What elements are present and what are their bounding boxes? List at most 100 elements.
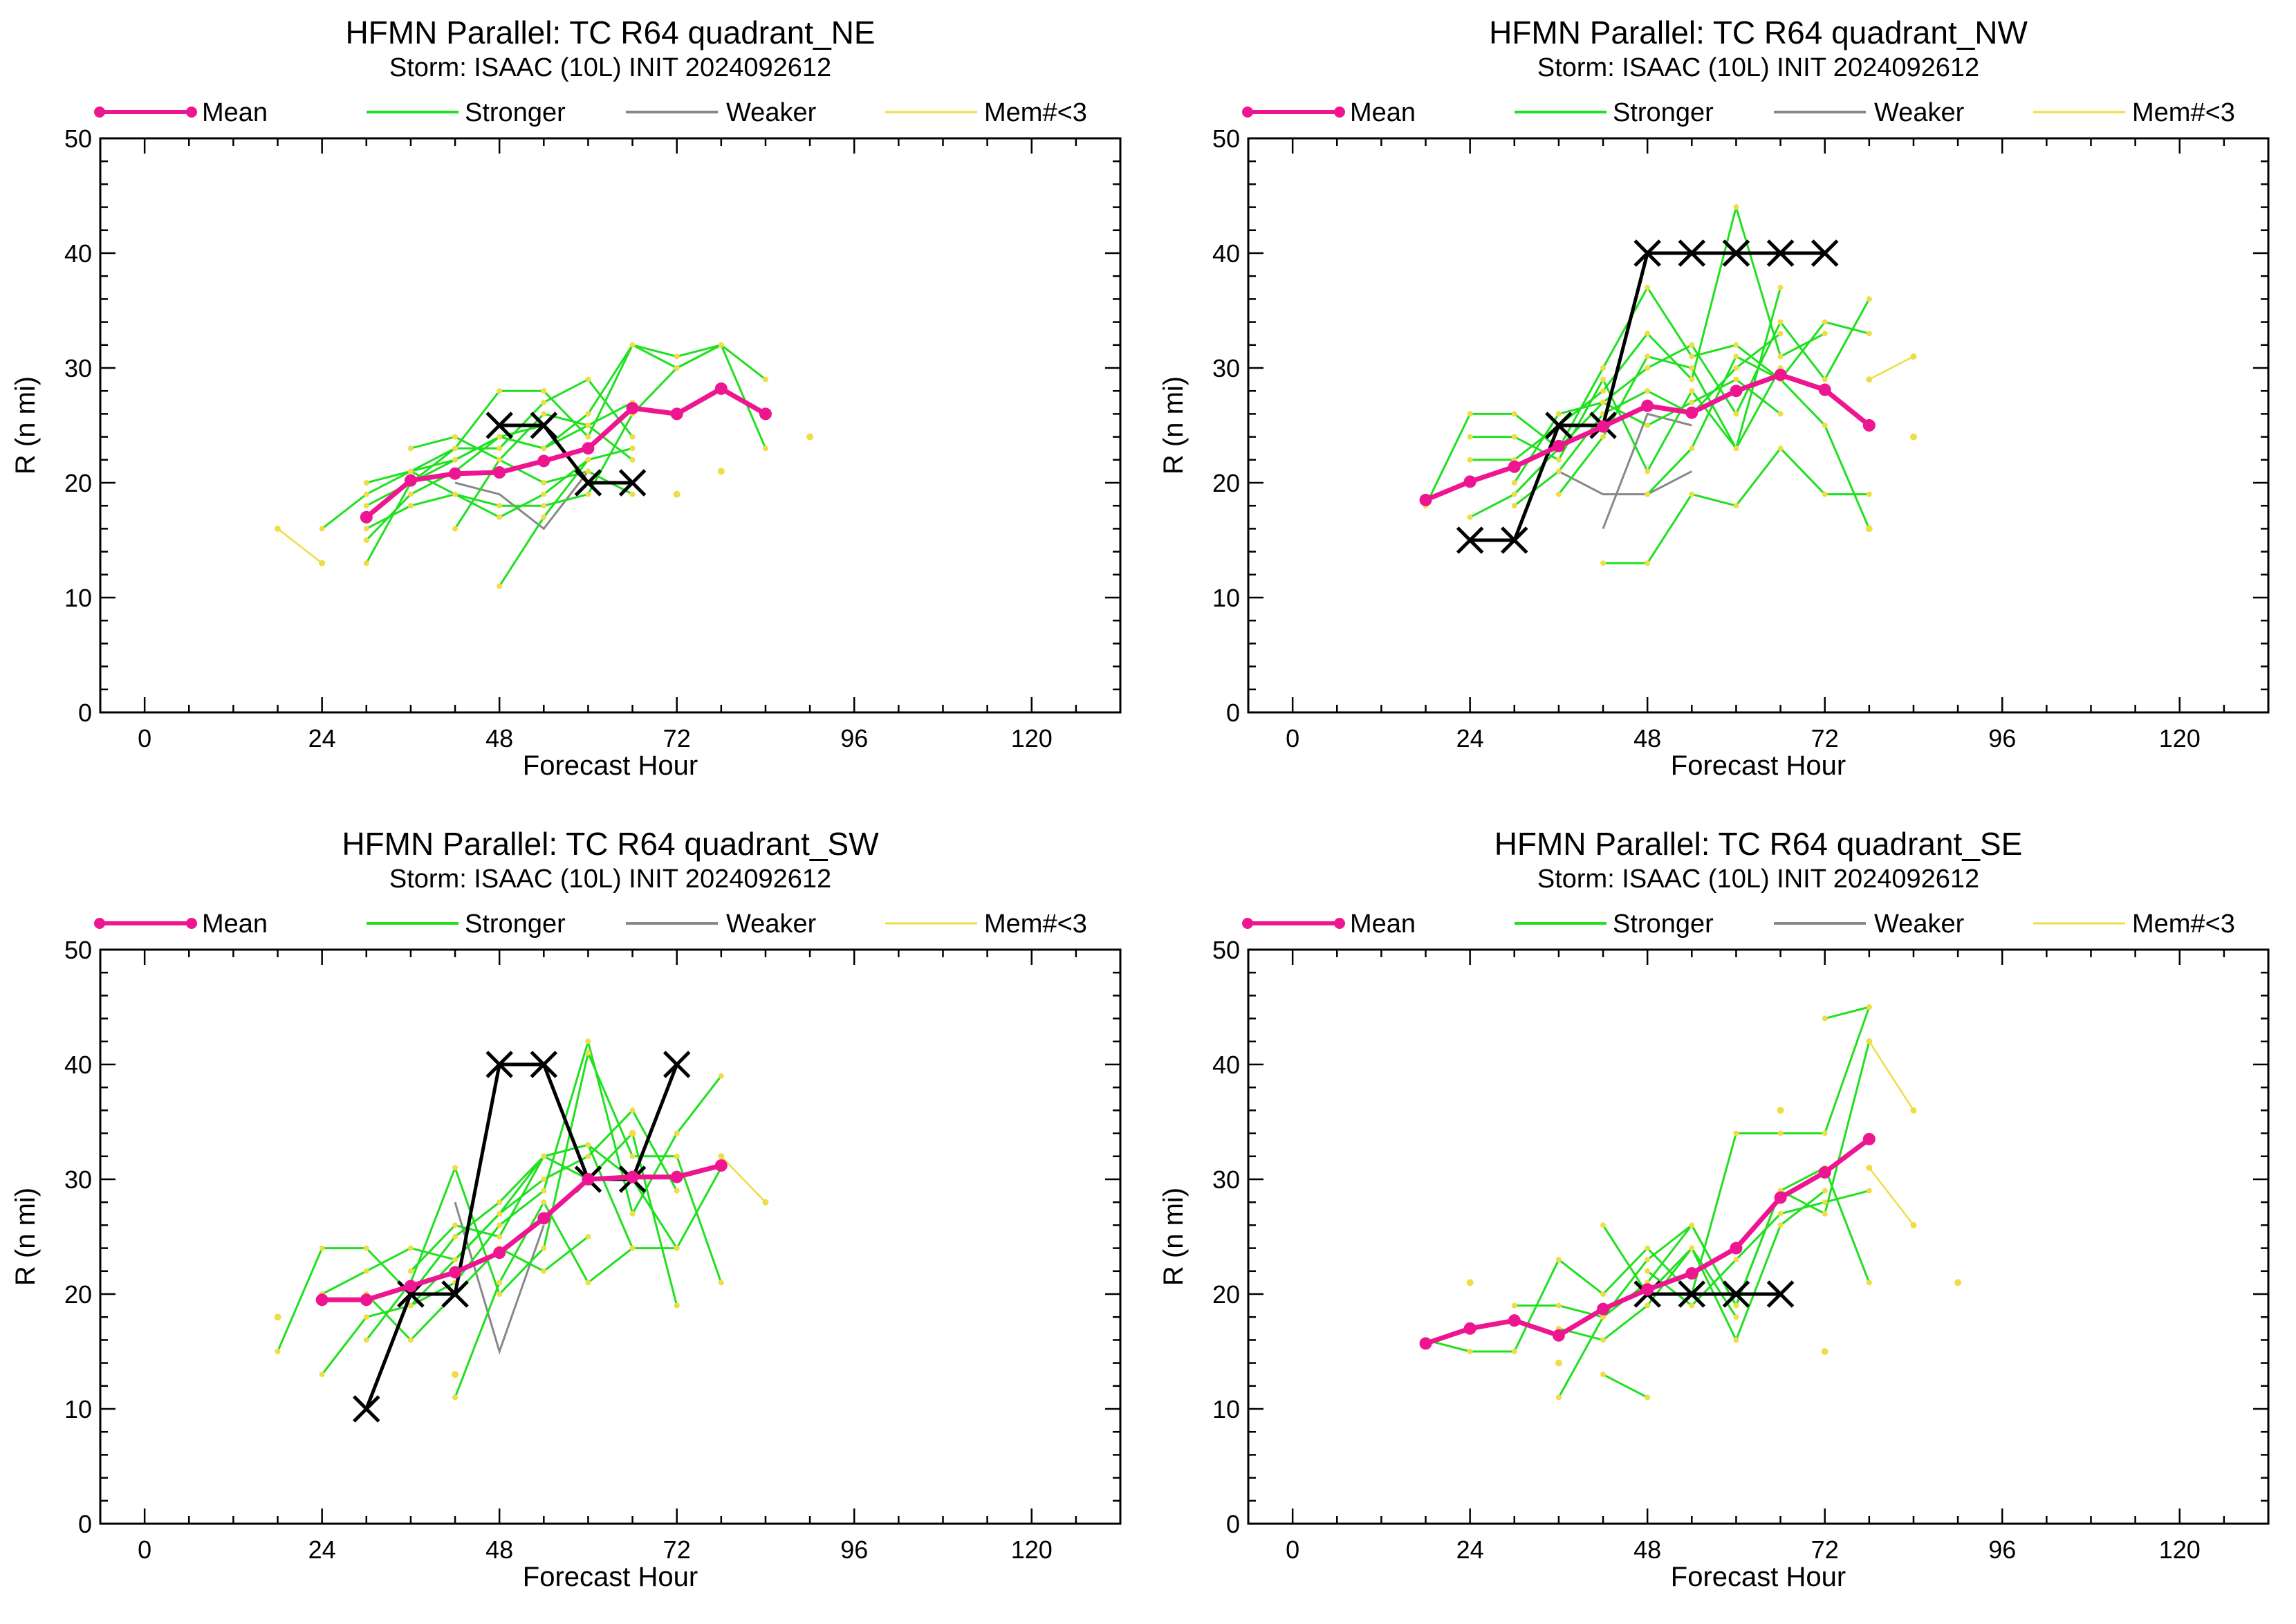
member-point: [363, 480, 369, 486]
member-point: [629, 434, 636, 440]
member-point: [497, 1280, 503, 1286]
series-mean: [364, 385, 767, 519]
member-point: [1733, 204, 1739, 210]
member-point: [585, 456, 591, 463]
member-point: [1645, 365, 1651, 371]
y-tick-label: 20: [1212, 469, 1240, 497]
y-axis-label: R (n mi): [1158, 376, 1189, 474]
series-members-lt3: [277, 528, 323, 564]
member-point: [1600, 1222, 1607, 1228]
member-point: [319, 1372, 325, 1378]
member-point: [1689, 353, 1695, 360]
member-point: [541, 1177, 547, 1182]
x-tick-label: 0: [1286, 1535, 1299, 1564]
member-point: [1689, 1302, 1695, 1309]
series-mean: [322, 1163, 722, 1302]
member-point: [1600, 365, 1607, 371]
member-point: [1555, 491, 1562, 497]
member-point: [541, 1188, 547, 1194]
member-point: [1822, 376, 1828, 382]
member-point: [541, 503, 547, 509]
mean-point: [582, 1173, 595, 1185]
member-point: [1822, 423, 1828, 428]
legend-label-members: Mem#<3: [984, 910, 1087, 939]
mean-point: [1463, 475, 1476, 488]
x-tick-label: 0: [138, 1535, 151, 1564]
isolated-point: [1865, 525, 1873, 533]
legend-mean-marker: [186, 107, 197, 118]
y-tick-label: 20: [64, 469, 92, 497]
member-point: [1733, 1337, 1739, 1343]
member-point: [1866, 491, 1872, 497]
member-point: [407, 1268, 414, 1274]
legend-label-stronger: Stronger: [465, 98, 566, 127]
member-point: [1777, 353, 1784, 360]
x-tick-label: 0: [1286, 724, 1299, 753]
legend-mean-marker: [1334, 107, 1345, 118]
member-point: [1822, 1130, 1828, 1136]
x-tick-label: 96: [840, 724, 868, 753]
member-point: [407, 503, 414, 509]
member-point: [585, 434, 591, 440]
member-point: [674, 1188, 680, 1194]
series-members-lt3: [720, 1155, 766, 1203]
legend-label-mean: Mean: [202, 910, 268, 939]
mean-point: [404, 474, 417, 487]
mean-point: [1818, 383, 1831, 396]
member-point: [1733, 1302, 1739, 1309]
mean-point: [1552, 1329, 1565, 1342]
member-point: [1600, 1337, 1607, 1343]
mean-point: [1862, 419, 1876, 432]
mean-point: [537, 454, 550, 468]
member-point: [541, 480, 547, 486]
member-point: [585, 1234, 591, 1239]
member-point: [585, 376, 591, 382]
member-point: [319, 526, 325, 532]
x-axis-label: Forecast Hour: [523, 750, 698, 781]
member-point: [497, 434, 503, 440]
member-point: [1645, 388, 1651, 394]
mean-point: [1463, 1322, 1476, 1335]
y-tick-label: 0: [78, 699, 92, 727]
member-point: [1733, 1257, 1739, 1263]
member-point: [407, 491, 414, 497]
member-point: [1777, 1210, 1784, 1217]
member-point: [363, 1337, 369, 1343]
member-point: [452, 445, 459, 452]
legend-label-weaker: Weaker: [1874, 98, 1965, 127]
member-point: [452, 434, 459, 440]
chart-subtitle: Storm: ISAAC (10L) INIT 2024092612: [389, 53, 831, 82]
x-tick-label: 48: [1633, 1535, 1661, 1564]
member-point: [497, 503, 503, 509]
member-point: [1511, 1349, 1517, 1354]
member-point: [585, 1050, 591, 1056]
mean-point: [315, 1293, 328, 1307]
member-point: [541, 445, 547, 452]
member-point: [674, 353, 680, 360]
member-point: [762, 1199, 769, 1206]
mean-point: [1508, 460, 1521, 473]
member-point: [1645, 1394, 1651, 1401]
x-tick-label: 120: [1011, 1535, 1053, 1564]
x-tick-label: 120: [1011, 724, 1053, 753]
series-stronger: [1824, 1006, 1870, 1020]
member-point: [629, 491, 636, 497]
member-point: [497, 583, 503, 589]
legend-label-mean: Mean: [1350, 98, 1416, 127]
member-point: [1777, 445, 1784, 452]
member-point: [1645, 1268, 1651, 1274]
x-tick-label: 48: [1633, 724, 1661, 753]
x-tick-label: 72: [663, 724, 691, 753]
y-tick-label: 40: [64, 1051, 92, 1079]
member-point: [585, 423, 591, 428]
member-point: [629, 456, 636, 463]
member-point: [629, 1210, 636, 1217]
member-point: [1777, 1130, 1784, 1136]
legend-label-stronger: Stronger: [1613, 910, 1714, 939]
legend: Mean Stronger Weaker Mem#<3: [1242, 98, 2235, 127]
member-point: [585, 468, 591, 474]
mean-point: [1597, 420, 1610, 433]
series-stronger: [366, 344, 766, 507]
series-stronger: [454, 1200, 677, 1398]
member-point: [363, 526, 369, 532]
